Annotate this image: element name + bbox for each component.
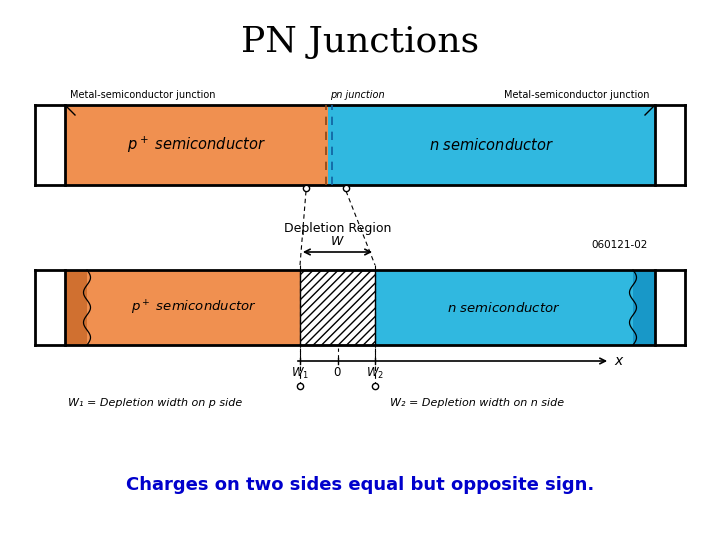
Text: PN Junctions: PN Junctions	[241, 25, 479, 59]
Text: Depletion Region: Depletion Region	[284, 222, 391, 235]
Bar	[65, 105, 655, 185]
Bar	[375, 270, 655, 345]
Bar	[328, 105, 655, 185]
Text: $p^+$ semiconductor: $p^+$ semiconductor	[130, 298, 256, 316]
Text: $W_1$: $W_1$	[291, 366, 309, 381]
Text: Metal-semiconductor junction: Metal-semiconductor junction	[70, 90, 215, 100]
Text: $p^+$ semiconductor: $p^+$ semiconductor	[127, 135, 266, 155]
Bar	[65, 270, 655, 345]
Text: pn junction: pn junction	[330, 90, 384, 100]
Text: W₂ = Depletion width on n side: W₂ = Depletion width on n side	[390, 398, 564, 408]
Text: W₁ = Depletion width on p side: W₁ = Depletion width on p side	[68, 398, 242, 408]
Bar	[65, 105, 328, 185]
Bar	[65, 270, 300, 345]
Text: $x$: $x$	[614, 354, 625, 368]
Bar	[300, 270, 375, 345]
Text: 060121-02: 060121-02	[592, 240, 648, 250]
Text: $W$: $W$	[330, 235, 345, 248]
Text: Charges on two sides equal but opposite sign.: Charges on two sides equal but opposite …	[126, 476, 594, 494]
Text: $W_2$: $W_2$	[366, 366, 384, 381]
Bar	[65, 270, 87, 345]
Text: $n$ semiconductor: $n$ semiconductor	[429, 137, 554, 153]
Text: $n$ semiconductor: $n$ semiconductor	[447, 300, 561, 314]
Bar	[633, 270, 655, 345]
Text: Metal-semiconductor junction: Metal-semiconductor junction	[505, 90, 650, 100]
Text: $0$: $0$	[333, 366, 342, 379]
